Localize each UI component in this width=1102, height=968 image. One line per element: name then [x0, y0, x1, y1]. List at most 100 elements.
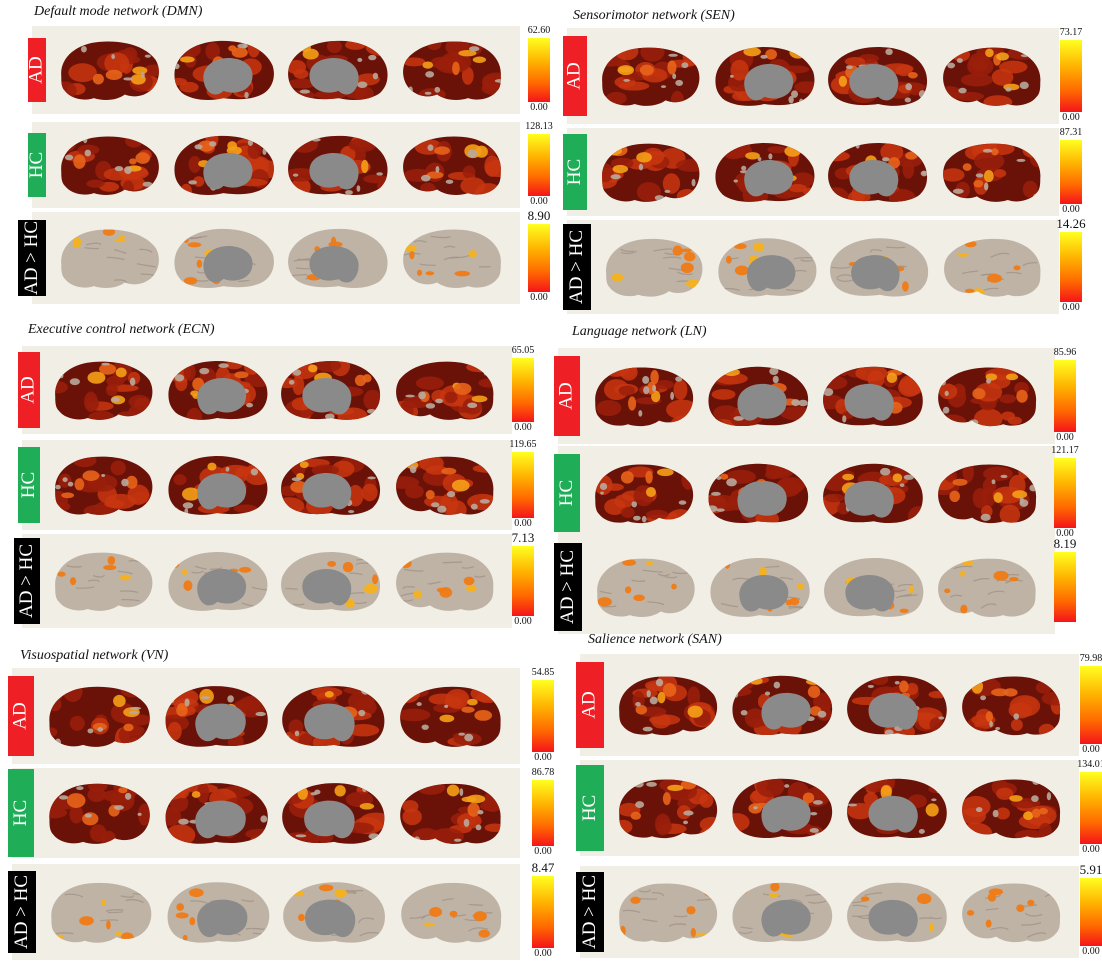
- brain-surface: [710, 32, 819, 120]
- colorbar-min: 0.00: [1082, 946, 1100, 957]
- brain-surface: [934, 544, 1043, 630]
- colorbar-max: 87.31: [1059, 127, 1083, 138]
- brain-surface: [54, 30, 163, 110]
- row-label-text: HC: [18, 471, 39, 499]
- group-label: AD: [563, 36, 587, 116]
- row-label-text: AD > HC: [11, 874, 32, 950]
- network-panel: Default mode network (DMN) AD 62.60 0.00 HC 1…: [8, 4, 576, 324]
- row-label-text: AD > HC: [16, 543, 37, 619]
- brain-surface: [843, 658, 952, 752]
- colorbar: [532, 680, 554, 752]
- brain-surface: [160, 672, 272, 760]
- brain-surface: [48, 444, 157, 526]
- group-label: HC: [563, 134, 587, 210]
- colorbar-max: 119.65: [509, 439, 537, 450]
- colorbar: [532, 780, 554, 846]
- brain-surface: [820, 544, 929, 630]
- brain-surface: [163, 444, 272, 526]
- row-label-text: AD > HC: [566, 229, 587, 305]
- brain-surface: [940, 224, 1048, 310]
- row-label-text: AD > HC: [579, 874, 600, 950]
- brain-surface: [396, 772, 508, 854]
- brain-surface: [939, 132, 1048, 212]
- brain-surface: [824, 132, 933, 212]
- colorbar-min: 0.00: [530, 196, 548, 207]
- contrast-label: AD > HC: [8, 871, 36, 953]
- colorbar: [1060, 232, 1082, 302]
- group-label: HC: [18, 447, 40, 523]
- brain-surface: [163, 538, 272, 624]
- brain-surface: [399, 30, 508, 110]
- colorbar: [528, 38, 550, 102]
- colorbar-min: 0.00: [534, 752, 552, 763]
- brain-surface: [588, 352, 697, 440]
- colorbar: [1060, 140, 1082, 204]
- network-panel: Language network (LN) AD 85.96 0.00 HC 121.17…: [548, 324, 1102, 644]
- brain-surface: [278, 672, 390, 760]
- brain-surface: [703, 450, 812, 536]
- brain-surface: [277, 538, 386, 624]
- colorbar-min: 0.00: [534, 948, 552, 959]
- brain-surface: [826, 224, 934, 310]
- panel-title: Sensorimotor network (SEN): [573, 8, 735, 23]
- colorbar: [1080, 878, 1102, 946]
- brain-surface: [396, 672, 508, 760]
- row-label-text: AD: [26, 56, 48, 84]
- brain-surface: [958, 658, 1067, 752]
- brain-surface: [939, 32, 1048, 120]
- colorbar-min: 0.00: [1056, 432, 1074, 443]
- row-label-text: HC: [10, 799, 31, 827]
- brain-surface: [284, 126, 393, 204]
- group-label: HC: [8, 769, 34, 857]
- colorbar-min: 0.00: [1082, 844, 1100, 855]
- brain-surface: [284, 216, 393, 300]
- brain-surface: [727, 870, 836, 954]
- panel-title: Visuospatial network (VN): [20, 648, 169, 663]
- row-label-text: HC: [556, 479, 577, 507]
- brain-surface: [710, 132, 819, 212]
- brain-surface: [277, 444, 386, 526]
- colorbar-min: 0.00: [1056, 528, 1074, 539]
- colorbar-max: 14.26: [1056, 216, 1086, 231]
- brain-surface: [42, 772, 154, 854]
- group-label: AD: [18, 352, 40, 428]
- row-label-text: AD: [18, 376, 40, 404]
- colorbar: [1080, 772, 1102, 844]
- brain-surface: [169, 216, 278, 300]
- colorbar-min: 0.00: [534, 846, 552, 857]
- network-panel: Salience network (SAN) AD 79.98 0.00 HC 134.0…: [572, 632, 1102, 958]
- brain-surface: [727, 658, 836, 752]
- colorbar: [532, 876, 554, 948]
- network-panel: Sensorimotor network (SEN) AD 73.17 0.00 HC 8…: [555, 8, 1102, 328]
- colorbar-max: 8.47: [531, 860, 555, 875]
- colorbar-max: 121.17: [1051, 445, 1079, 456]
- brain-surface: [595, 132, 704, 212]
- colorbar-max: 5.91: [1079, 862, 1102, 877]
- brain-surface: [392, 350, 501, 430]
- colorbar: [1060, 40, 1082, 112]
- colorbar-min: 0.00: [514, 518, 532, 529]
- colorbar-min: 0.00: [514, 422, 532, 433]
- contrast-label: AD > HC: [563, 224, 591, 310]
- brain-surface: [162, 868, 274, 956]
- colorbar: [512, 452, 534, 518]
- brain-surface: [397, 868, 509, 956]
- row-label-text: HC: [564, 158, 585, 186]
- colorbar-max: 8.90: [527, 208, 551, 223]
- brain-surface: [824, 32, 933, 120]
- colorbar: [528, 134, 550, 196]
- colorbar-min: 0.00: [514, 616, 532, 627]
- brain-surface: [595, 32, 704, 120]
- colorbar: [1054, 360, 1076, 432]
- brain-surface: [958, 870, 1067, 954]
- contrast-label: AD > HC: [554, 543, 582, 631]
- row-label-text: AD > HC: [21, 220, 42, 296]
- brain-surface: [163, 350, 272, 430]
- group-label: AD: [8, 676, 34, 756]
- brain-surface: [819, 352, 928, 440]
- colorbar-max: 134.01: [1077, 759, 1102, 770]
- row-label-text: AD: [564, 62, 586, 90]
- group-label: AD: [576, 662, 604, 748]
- brain-surface: [843, 764, 952, 852]
- colorbar-max: 73.17: [1059, 27, 1083, 38]
